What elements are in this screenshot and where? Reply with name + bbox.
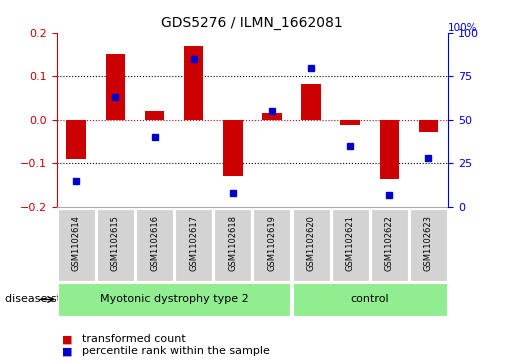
Bar <box>106 54 125 120</box>
Text: GSM1102619: GSM1102619 <box>267 215 277 271</box>
Text: Myotonic dystrophy type 2: Myotonic dystrophy type 2 <box>100 294 248 305</box>
Text: GSM1102617: GSM1102617 <box>189 215 198 271</box>
Bar <box>380 120 399 179</box>
Text: GSM1102622: GSM1102622 <box>385 215 394 271</box>
Text: GSM1102616: GSM1102616 <box>150 215 159 271</box>
Text: 100%: 100% <box>448 23 477 33</box>
Text: GSM1102615: GSM1102615 <box>111 215 120 271</box>
Bar <box>184 46 203 120</box>
Text: GSM1102618: GSM1102618 <box>228 215 237 271</box>
Bar <box>66 120 86 159</box>
Bar <box>340 120 360 125</box>
Text: percentile rank within the sample: percentile rank within the sample <box>82 346 270 356</box>
Text: disease state: disease state <box>5 294 79 305</box>
Text: GSM1102614: GSM1102614 <box>72 215 81 271</box>
Title: GDS5276 / ILMN_1662081: GDS5276 / ILMN_1662081 <box>162 16 343 30</box>
Bar <box>145 111 164 120</box>
Text: ■: ■ <box>62 334 72 344</box>
Bar <box>419 120 438 132</box>
Text: transformed count: transformed count <box>82 334 186 344</box>
Text: ■: ■ <box>62 346 72 356</box>
Bar <box>301 83 321 120</box>
Text: GSM1102620: GSM1102620 <box>306 215 316 271</box>
Text: GSM1102623: GSM1102623 <box>424 215 433 271</box>
Bar <box>223 120 243 176</box>
Text: control: control <box>350 294 389 305</box>
Bar <box>262 113 282 120</box>
Text: GSM1102621: GSM1102621 <box>346 215 355 271</box>
